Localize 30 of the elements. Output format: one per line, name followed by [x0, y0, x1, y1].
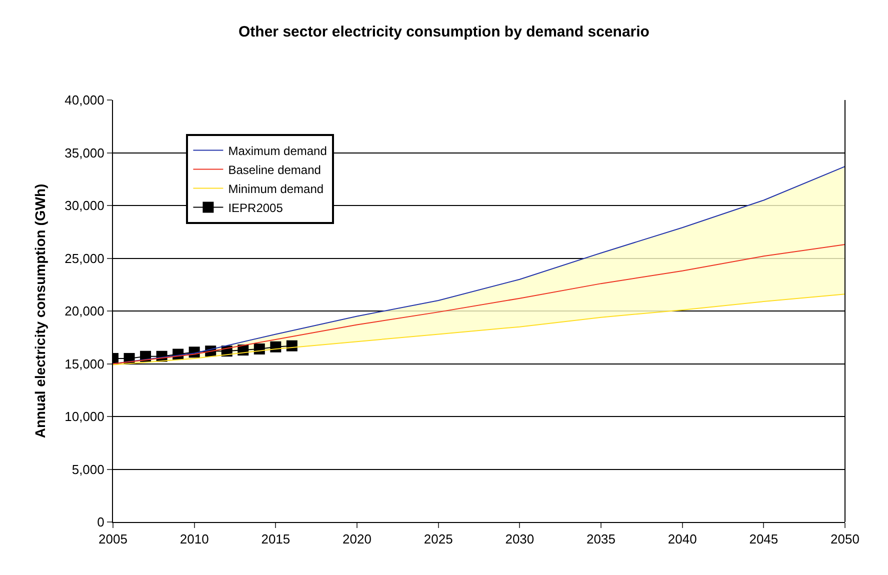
y-tick-label: 10,000 [64, 409, 104, 424]
x-tick-label: 2025 [424, 532, 453, 547]
line-series [113, 294, 845, 366]
y-tick-label: 40,000 [64, 92, 104, 108]
legend-label: Baseline demand [228, 162, 321, 177]
x-tick-label: 2040 [668, 532, 697, 547]
x-tick-label: 2050 [830, 532, 860, 547]
x-tick-label: 2045 [749, 532, 778, 547]
x-tick-label: 2005 [98, 532, 128, 547]
y-tick-label: 0 [97, 514, 104, 530]
chart-title: Other sector electricity consumption by demand scenario [238, 23, 650, 40]
line-series [113, 244, 845, 364]
y-tick-label: 15,000 [64, 356, 104, 372]
point [254, 343, 265, 354]
y-axis-title: Annual electricity consumption (GWh) [32, 184, 48, 438]
y-tick-label: 30,000 [64, 198, 104, 214]
x-tick-label: 2035 [586, 532, 616, 547]
y-tick-label: 20,000 [64, 304, 104, 319]
x-tick-label: 2010 [180, 532, 209, 547]
x-tick-label: 2020 [342, 532, 372, 547]
point [270, 341, 282, 352]
legend-label: IEPR2005 [228, 200, 284, 215]
legend-label: Maximum demand [228, 144, 327, 158]
x-tick-label: 2030 [505, 532, 534, 547]
point [286, 340, 298, 352]
y-tick-label: 25,000 [64, 250, 104, 266]
y-tick-label: 35,000 [64, 145, 104, 160]
x-tick-label: 2015 [261, 532, 290, 547]
legend-label: Minimum demand [228, 182, 324, 196]
y-tick-label: 5,000 [72, 462, 104, 477]
